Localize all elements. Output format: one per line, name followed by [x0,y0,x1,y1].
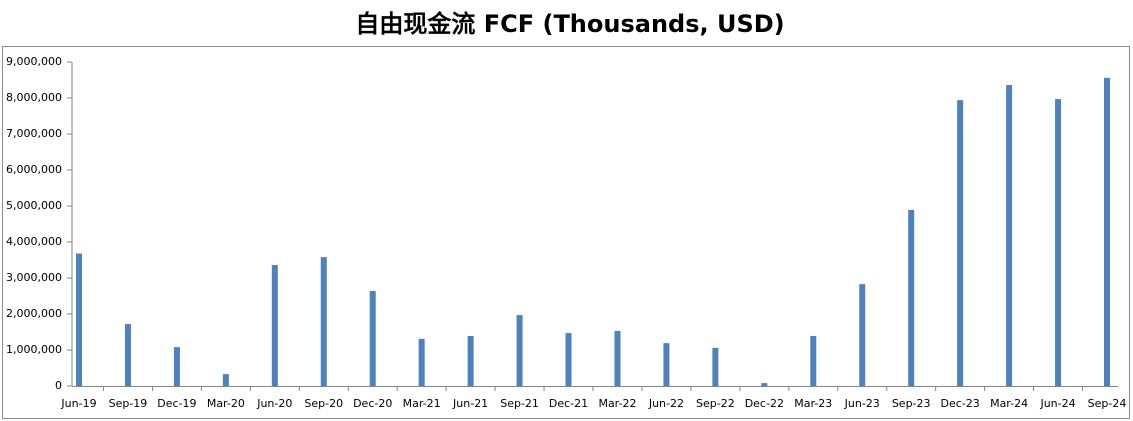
bar [467,335,474,386]
x-tick-label: Jun-19 [60,397,96,410]
bar [712,347,719,386]
y-tick-label: 7,000,000 [6,127,62,140]
y-tick-label: 4,000,000 [6,235,62,248]
x-tick-label: Dec-20 [353,397,392,410]
bar [565,333,572,386]
y-tick-label: 9,000,000 [6,55,62,68]
bar [908,209,915,386]
x-tick-label: Sep-22 [696,397,735,410]
bar [1055,99,1062,386]
x-tick-label: Jun-22 [648,397,684,410]
bar [1104,77,1110,386]
bar [957,100,964,386]
chart-title: 自由现金流 FCF (Thousands, USD) [355,10,784,38]
bar [516,315,523,386]
bar [614,330,621,386]
x-tick-label: Sep-21 [500,397,539,410]
bar [663,343,670,386]
bar [271,265,278,386]
bar [320,257,327,386]
x-tick-label: Dec-21 [549,397,588,410]
x-tick-label: Sep-19 [109,397,148,410]
x-tick-label: Mar-21 [403,397,441,410]
bar [222,374,229,386]
x-tick-label: Dec-23 [941,397,980,410]
bar [761,383,768,386]
y-tick-label: 2,000,000 [6,307,62,320]
x-tick-label: Jun-23 [844,397,880,410]
y-tick-label: 6,000,000 [6,163,62,176]
x-tick-label: Mar-23 [794,397,832,410]
y-tick-label: 1,000,000 [6,343,62,356]
bar [369,290,376,386]
bar [418,338,425,386]
chart-border [2,46,1130,419]
y-tick-label: 3,000,000 [6,271,62,284]
bar [124,324,131,386]
y-tick-label: 8,000,000 [6,91,62,104]
x-tick-label: Sep-23 [892,397,931,410]
x-tick-label: Mar-24 [990,397,1028,410]
bar [76,253,82,386]
x-tick-label: Dec-19 [157,397,196,410]
x-tick-label: Mar-20 [207,397,245,410]
y-tick-label: 5,000,000 [6,199,62,212]
bar [173,347,180,386]
x-tick-label: Sep-24 [1088,397,1127,410]
bar [859,284,866,386]
y-tick-label: 0 [55,379,62,392]
bar [810,335,817,386]
x-tick-label: Jun-24 [1039,397,1075,410]
x-tick-label: Jun-20 [256,397,292,410]
x-tick-label: Dec-22 [745,397,784,410]
x-tick-label: Jun-21 [452,397,488,410]
x-tick-label: Mar-22 [598,397,636,410]
bar [1006,85,1013,386]
x-tick-label: Sep-20 [304,397,343,410]
